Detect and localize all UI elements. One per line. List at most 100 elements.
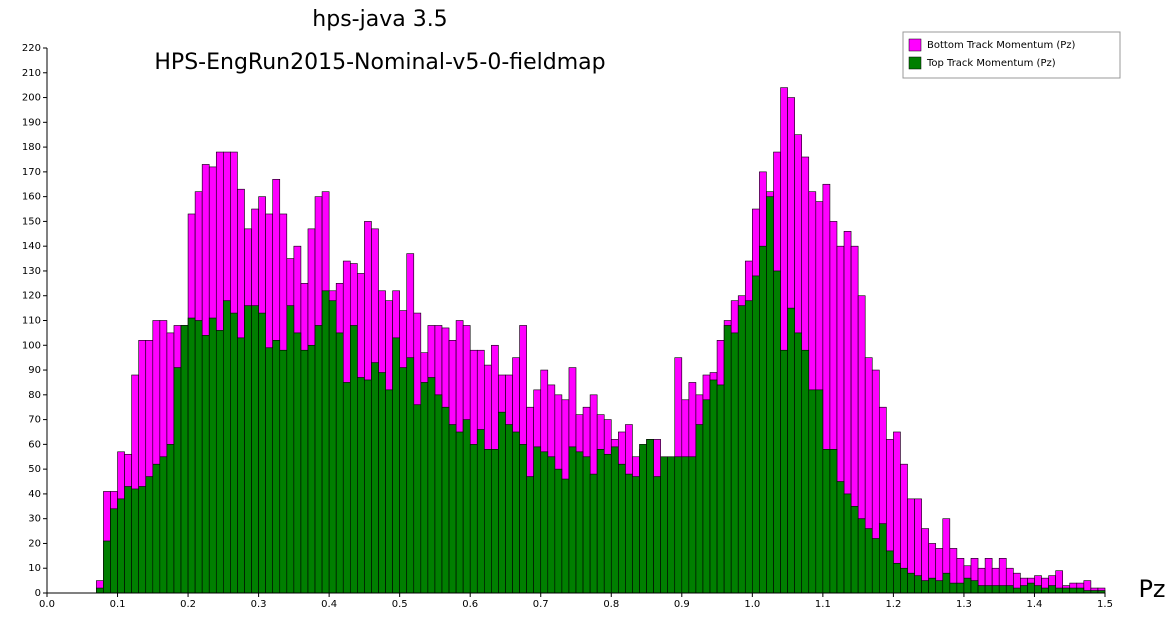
bar bbox=[893, 562, 901, 594]
bar bbox=[469, 444, 478, 594]
bar bbox=[265, 347, 274, 594]
bar bbox=[752, 275, 760, 594]
bar bbox=[512, 431, 520, 594]
y-tick-label: 30 bbox=[28, 514, 41, 525]
bar bbox=[526, 476, 534, 594]
bar bbox=[434, 394, 443, 594]
x-axis-label: Pz bbox=[1138, 575, 1165, 603]
x-tick-label: 0.1 bbox=[110, 599, 126, 610]
y-tick-label: 170 bbox=[22, 167, 41, 178]
bar bbox=[251, 305, 259, 594]
bar bbox=[907, 572, 915, 594]
bar bbox=[667, 456, 676, 594]
bar bbox=[843, 493, 852, 594]
y-tick-label: 200 bbox=[22, 93, 41, 104]
bar bbox=[328, 300, 337, 594]
y-tick-label: 220 bbox=[22, 43, 41, 54]
bar bbox=[723, 325, 732, 594]
bar bbox=[335, 332, 344, 594]
bar bbox=[293, 332, 302, 594]
bar bbox=[977, 585, 986, 594]
bar bbox=[857, 518, 866, 594]
bar bbox=[1069, 587, 1078, 594]
bar bbox=[371, 362, 379, 594]
bar bbox=[688, 456, 697, 594]
bar bbox=[406, 357, 415, 594]
bar bbox=[455, 431, 464, 594]
bar bbox=[124, 486, 132, 594]
bar bbox=[1076, 587, 1085, 594]
y-tick-label: 190 bbox=[22, 117, 41, 128]
bar bbox=[1027, 582, 1035, 594]
bar bbox=[357, 377, 365, 594]
bar bbox=[639, 444, 647, 594]
bar bbox=[152, 463, 161, 594]
bar bbox=[230, 312, 238, 594]
y-tick-label: 210 bbox=[22, 68, 41, 79]
y-tick-label: 100 bbox=[22, 340, 41, 351]
x-tick-label: 0.7 bbox=[533, 599, 549, 610]
bar bbox=[173, 367, 182, 594]
bar bbox=[702, 399, 711, 594]
bar bbox=[547, 456, 556, 594]
bar bbox=[194, 320, 203, 594]
bar bbox=[921, 580, 929, 594]
bar bbox=[166, 444, 175, 594]
chart-title: HPS-EngRun2015-Nominal-v5-0-fieldmap bbox=[154, 50, 605, 75]
bar bbox=[780, 349, 788, 594]
bar bbox=[582, 456, 591, 594]
bar bbox=[815, 389, 824, 594]
bar bbox=[342, 382, 351, 594]
bar bbox=[427, 377, 436, 594]
bar bbox=[914, 575, 922, 594]
y-tick-label: 150 bbox=[22, 216, 41, 227]
bar bbox=[618, 463, 626, 594]
x-tick-label: 0.2 bbox=[180, 599, 196, 610]
bar bbox=[110, 508, 118, 594]
bar bbox=[596, 449, 605, 594]
bar bbox=[963, 577, 972, 594]
legend-label: Bottom Track Momentum (Pz) bbox=[927, 40, 1076, 51]
bar bbox=[589, 473, 598, 594]
bar bbox=[187, 317, 196, 594]
legend-label: Top Track Momentum (Pz) bbox=[926, 58, 1056, 69]
bar bbox=[103, 540, 111, 594]
bar bbox=[145, 476, 154, 594]
bar bbox=[808, 389, 817, 594]
bar bbox=[709, 379, 718, 594]
bar bbox=[448, 424, 457, 594]
bar bbox=[307, 344, 316, 594]
x-tick-label: 1.0 bbox=[744, 599, 760, 610]
bar bbox=[991, 585, 1000, 594]
bar bbox=[836, 481, 845, 594]
bar bbox=[462, 419, 471, 594]
x-tick-label: 1.5 bbox=[1097, 599, 1113, 610]
bar bbox=[491, 449, 499, 594]
bar bbox=[180, 325, 189, 594]
bar bbox=[625, 473, 633, 594]
bar bbox=[561, 478, 570, 594]
bar bbox=[744, 300, 753, 594]
x-tick-label: 1.3 bbox=[956, 599, 972, 610]
legend-swatch bbox=[908, 38, 922, 52]
bar bbox=[970, 580, 979, 594]
bar bbox=[300, 349, 309, 594]
bar bbox=[568, 446, 577, 594]
bar bbox=[928, 577, 937, 594]
bar bbox=[998, 585, 1007, 594]
bar bbox=[96, 587, 104, 594]
bar bbox=[321, 290, 330, 594]
y-tick-label: 20 bbox=[28, 538, 41, 549]
y-tick-label: 130 bbox=[22, 266, 41, 277]
bar bbox=[208, 317, 217, 594]
bar bbox=[159, 456, 168, 594]
bar bbox=[498, 411, 506, 594]
y-tick-label: 0 bbox=[35, 588, 41, 599]
bar bbox=[223, 300, 231, 594]
bar bbox=[1062, 587, 1071, 594]
x-tick-label: 0.3 bbox=[251, 599, 267, 610]
y-tick-label: 180 bbox=[22, 142, 41, 153]
bar bbox=[244, 305, 252, 594]
bar bbox=[314, 325, 323, 594]
bar bbox=[575, 451, 584, 594]
